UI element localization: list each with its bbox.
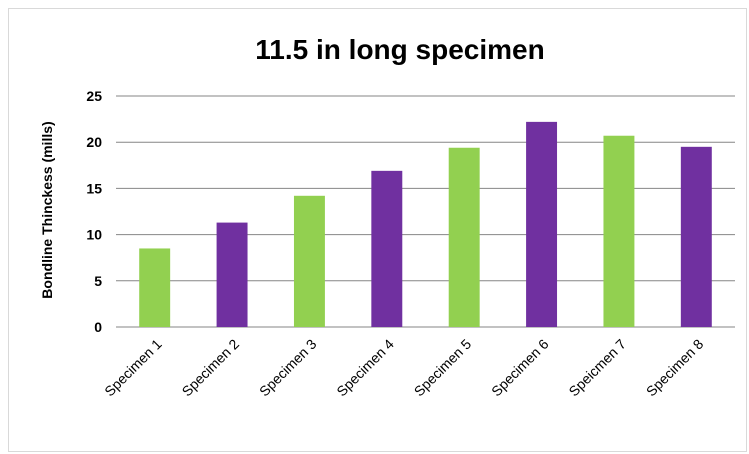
y-axis-label: Bondline Thinckess (mills) [39, 121, 55, 298]
bar [293, 195, 325, 327]
y-axis-ticks: 0 5 10 15 20 25 [86, 88, 102, 335]
bar [216, 222, 248, 327]
x-tick-label: Specimen 2 [179, 336, 243, 400]
y-tick-label: 0 [94, 319, 102, 335]
bar [371, 170, 403, 327]
x-axis-ticks: Specimen 1 Specimen 2 Specimen 3 Specimen 4… [101, 336, 706, 400]
bar [680, 146, 712, 327]
bar [139, 248, 171, 327]
y-tick-label: 5 [94, 273, 102, 289]
bar [526, 121, 558, 327]
gridlines [116, 95, 735, 328]
x-tick-label: Specimen 6 [488, 336, 552, 400]
x-tick-label: Specimen 8 [643, 336, 707, 400]
x-tick-label: Specimen 3 [256, 336, 320, 400]
x-tick-label: Specimen 4 [333, 336, 397, 400]
chart-title: 11.5 in long specimen [255, 34, 544, 65]
x-tick-label: Specimen 5 [411, 336, 475, 400]
bar [603, 135, 635, 327]
y-tick-label: 15 [86, 180, 102, 196]
bar [448, 147, 480, 327]
y-tick-label: 25 [86, 88, 102, 104]
x-tick-label: Speicmen 7 [565, 336, 629, 400]
y-tick-label: 20 [86, 134, 102, 150]
x-tick-label: Specimen 1 [101, 336, 165, 400]
y-tick-label: 10 [86, 227, 102, 243]
bars [139, 121, 712, 327]
